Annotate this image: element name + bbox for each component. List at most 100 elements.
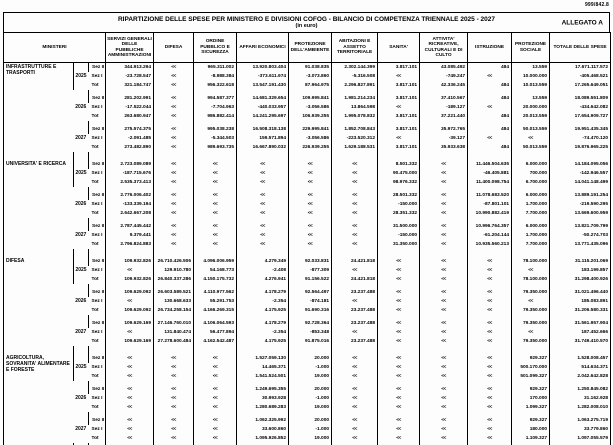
value-cell: 6.000.000 xyxy=(511,160,550,169)
table-row: Tot << << << 1.541.524.501 19.000 << << << << 501.… xyxy=(4,372,611,381)
nil-cell: << xyxy=(331,222,378,231)
spacer-cell xyxy=(4,152,74,160)
value-cell: -2.354 xyxy=(236,297,289,306)
table-row: AGRICOLTURA, SOVRANITA' ALIMENTARE E FOR… xyxy=(4,354,611,381)
nil-cell: << xyxy=(377,394,420,403)
nil-cell: << xyxy=(419,319,468,328)
nil-cell: << xyxy=(153,191,194,200)
nil-cell: << xyxy=(288,160,332,169)
value-cell: 33.779.860 xyxy=(549,425,611,434)
table-row: Tot << << << 1.280.689.283 19.000 << << << << 1.09… xyxy=(4,403,611,412)
table-row: Tot 109.932.826 26.840.337.286 4.150.175.73… xyxy=(4,275,611,284)
spacer-cell xyxy=(467,249,512,257)
value-cell: -187.715.676 xyxy=(105,169,154,178)
spacer-cell xyxy=(153,249,194,257)
nil-cell: << xyxy=(153,169,194,178)
value-cell: 273.482.890 xyxy=(105,143,154,152)
nil-cell: << xyxy=(153,200,194,209)
nil-cell: << xyxy=(419,394,468,403)
nil-cell: << xyxy=(153,354,194,363)
value-cell: 2.042.642.828 xyxy=(549,372,611,381)
nil-cell: << xyxy=(331,209,378,218)
nil-cell: << xyxy=(288,178,332,187)
value-cell: 92.033.831 xyxy=(288,257,332,266)
value-cell: -61.204.144 xyxy=(467,231,512,240)
spacer-cell xyxy=(153,412,194,416)
nil-cell: << xyxy=(153,209,194,218)
nil-cell: << xyxy=(193,169,237,178)
spacer-cell xyxy=(511,412,550,416)
value-cell: 1.852.708.843 xyxy=(331,125,378,134)
spacer-cell xyxy=(105,218,154,222)
value-cell: 226.939.255 xyxy=(288,143,332,152)
spacer-cell xyxy=(467,443,512,445)
nil-cell: << xyxy=(377,134,420,143)
nil-cell: << xyxy=(153,94,194,103)
column-header-10: PROTEZIONE SOCIALE xyxy=(511,32,551,63)
value-cell: 18.089.551.809 xyxy=(549,94,611,103)
column-header-5: PROTEZIONE DELL'AMBIENTE xyxy=(288,32,333,63)
nil-cell: << xyxy=(105,354,154,363)
nil-cell: << xyxy=(419,266,468,275)
spacer-cell xyxy=(288,381,332,385)
nil-cell: << xyxy=(511,297,550,306)
value-cell: -46.405.881 xyxy=(467,169,512,178)
value-cell: 6.000.000 xyxy=(511,191,550,200)
value-cell: 109.629.092 xyxy=(105,288,154,297)
nil-cell: << xyxy=(419,178,468,187)
table-row: Tot 263.680.947 << 986.882.414 14.241.295.69… xyxy=(4,112,611,121)
spacer-cell xyxy=(153,381,194,385)
value-cell: 929.327 xyxy=(511,385,550,394)
spacer-cell xyxy=(377,249,420,257)
spacer-cell xyxy=(105,152,154,160)
value-cell: 91.038.835 xyxy=(288,62,332,72)
spacer-cell xyxy=(331,90,378,94)
spacer-cell xyxy=(288,90,332,94)
value-cell: 13.771.435.096 xyxy=(549,240,611,249)
nil-cell: << xyxy=(153,231,194,240)
nil-cell: << xyxy=(419,337,468,346)
spacer-cell xyxy=(288,152,332,160)
value-cell: 91.875.016 xyxy=(288,337,332,346)
value-cell: 37.221.440 xyxy=(419,112,468,121)
value-cell: 2.535.373.413 xyxy=(105,178,154,187)
table-row: 2026 Sez II << << << 1.249.695.355 20.000 << << <… xyxy=(4,385,611,401)
value-cell: 14.681.329.654 xyxy=(236,94,289,103)
nil-cell: << xyxy=(377,319,420,328)
nil-cell: << xyxy=(377,403,420,412)
value-cell: 3.817.101 xyxy=(377,81,420,90)
value-cell: 11.078.683.520 xyxy=(467,191,512,200)
section-label: Tot xyxy=(91,180,99,185)
table-row: Sez I << << << 30.993.928 -1.000 << << << << 170.0… xyxy=(4,394,611,403)
value-cell: 91.156.522 xyxy=(288,275,332,284)
value-cell: 31.749.410.570 xyxy=(549,337,611,346)
spacer-cell xyxy=(467,412,512,416)
value-cell: -3.056.586 xyxy=(288,103,332,112)
column-header-4: AFFARI ECONOMICI xyxy=(236,32,290,63)
value-cell: 1.109.327 xyxy=(511,434,550,443)
column-header-0: MINISTERI xyxy=(2,32,107,63)
section-label: Sez II xyxy=(87,416,106,425)
spacer-cell xyxy=(105,249,154,257)
spacer-cell xyxy=(236,152,289,160)
column-header-3: ORDINE PUBBLICO E SICUREZZA xyxy=(193,32,238,63)
section-label: Sez II xyxy=(87,62,106,72)
nil-cell: << xyxy=(331,200,378,209)
nil-cell: << xyxy=(105,363,154,372)
spacer-cell xyxy=(511,346,550,354)
table-row: Tot 109.629.092 26.734.258.154 4.166.269.31… xyxy=(4,306,611,315)
value-cell: 50.013.559 xyxy=(511,143,550,152)
value-cell: 78.100.000 xyxy=(511,275,550,284)
nil-cell: << xyxy=(236,222,289,231)
value-cell: 109.629.169 xyxy=(105,319,154,328)
spacer-cell xyxy=(87,249,106,257)
table-row: 2027 Sez II 109.629.169 27.146.760.010 4.106… xyxy=(4,319,611,335)
value-cell: 14.465.371 xyxy=(236,363,289,372)
nil-cell: << xyxy=(331,297,378,306)
nil-cell: << xyxy=(193,354,237,363)
value-cell: 17.654.909.727 xyxy=(549,112,611,121)
value-cell: 35.972.765 xyxy=(419,125,468,134)
spacer-cell xyxy=(105,381,154,385)
cofog-expense-table: MINISTERI SERVIZI GENERALI DELLE PUBBLICH… xyxy=(2,32,612,445)
value-cell: 3.817.101 xyxy=(377,125,420,134)
